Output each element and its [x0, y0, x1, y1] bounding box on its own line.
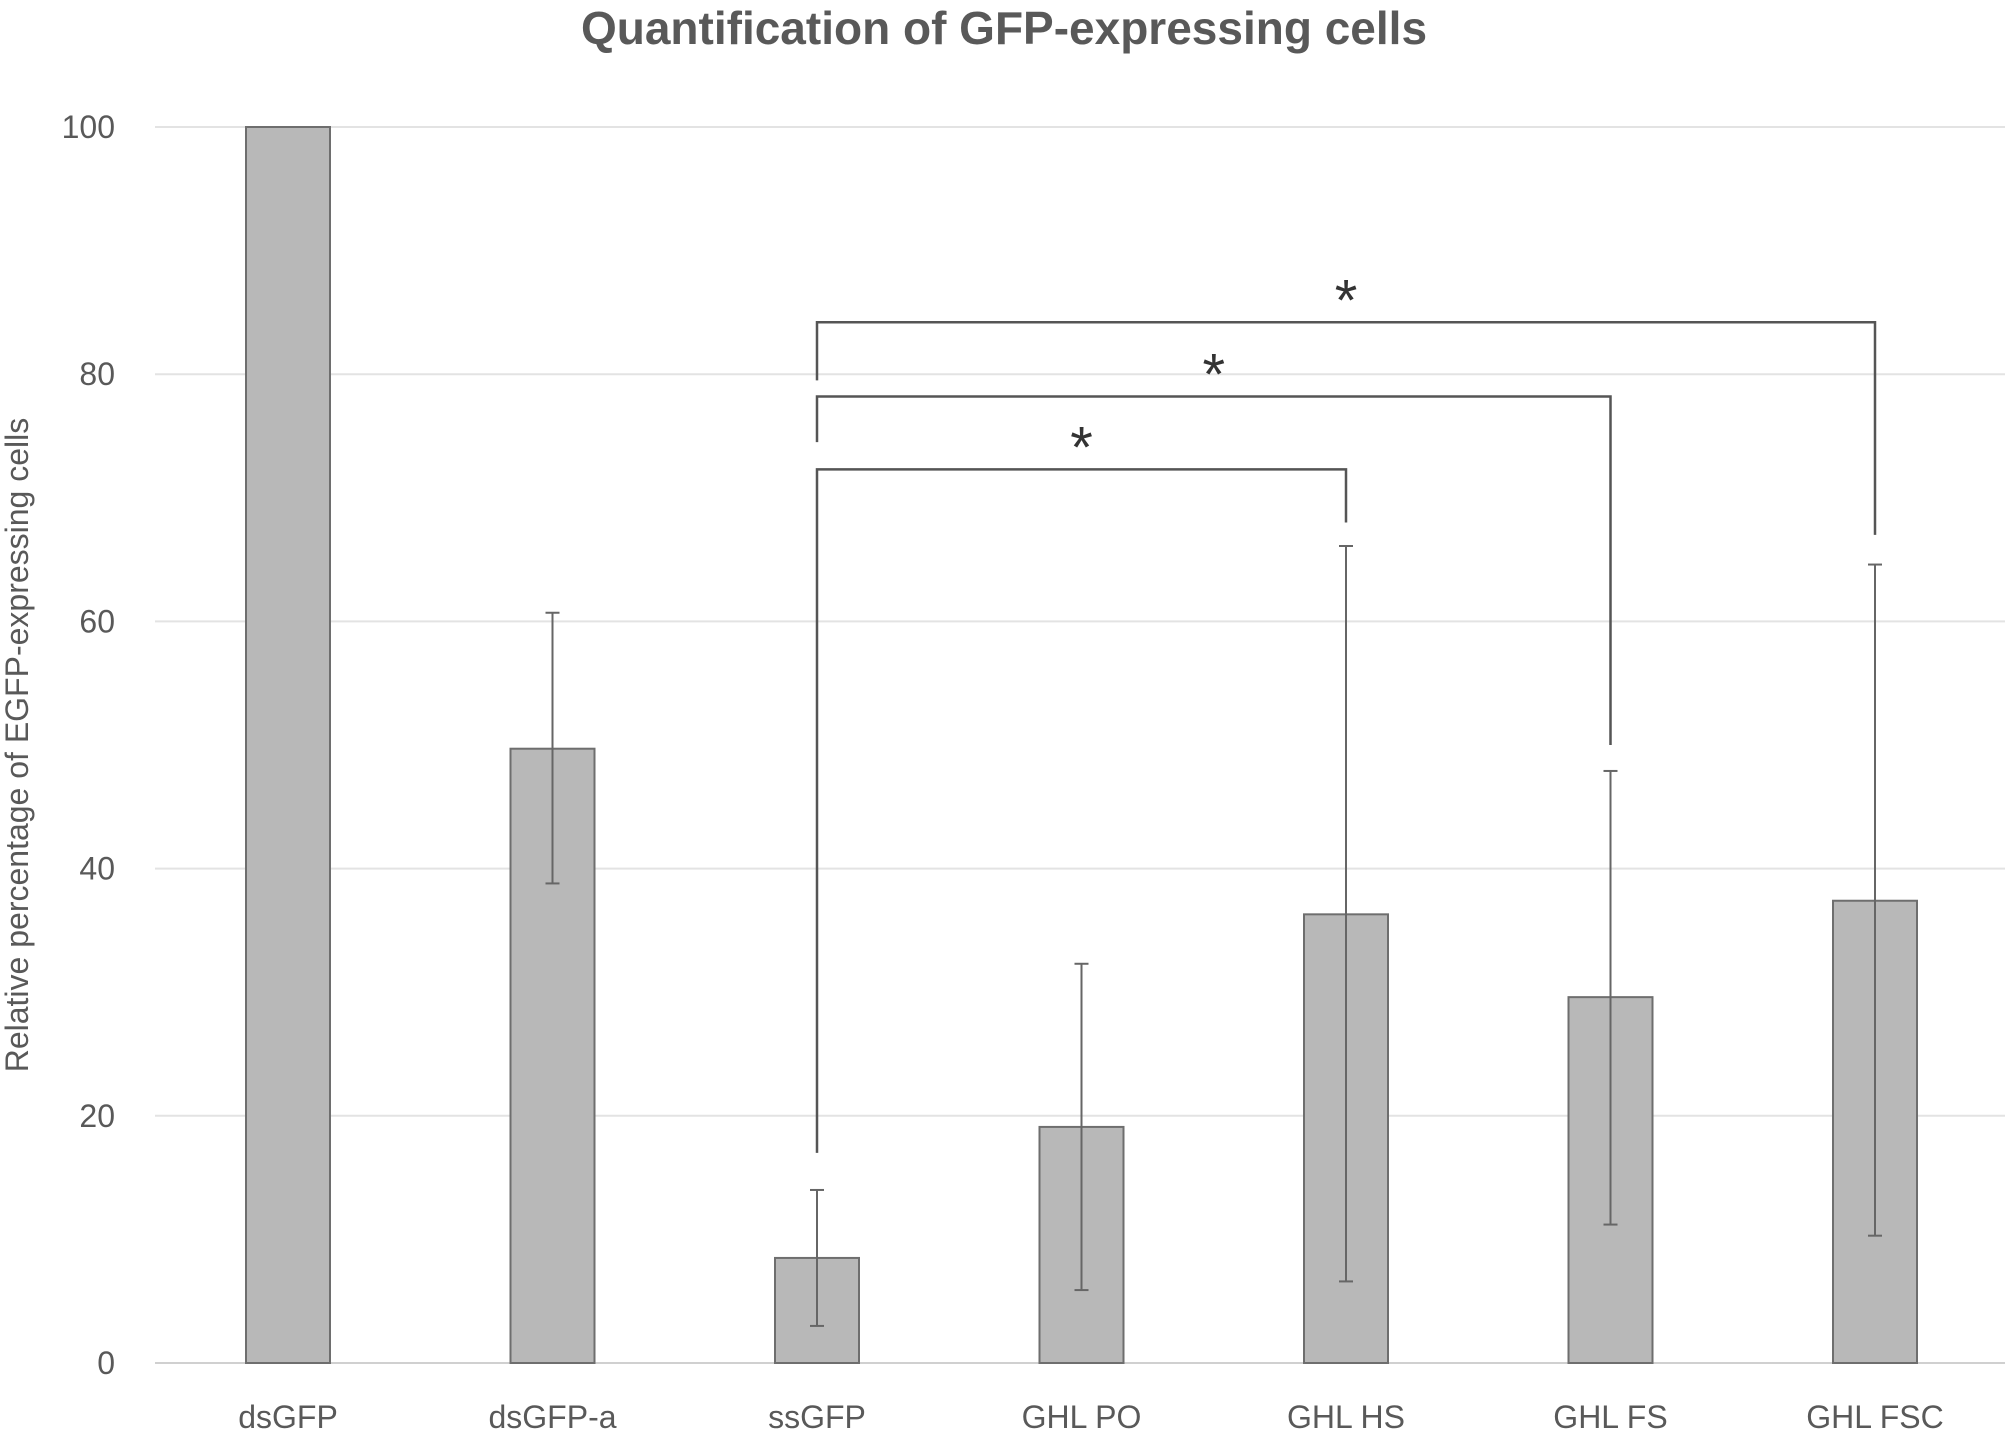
y-tick-label-100: 100: [62, 109, 115, 145]
significance-star-3: *: [1335, 268, 1358, 333]
error-bars: [545, 545, 1882, 1327]
x-tick-label-GHL HS: GHL HS: [1287, 1399, 1405, 1434]
chart-title: Quantification of GFP-expressing cells: [581, 2, 1427, 54]
significance-brackets: * * *: [815, 268, 1877, 1153]
bar-dsGFP: [245, 126, 331, 1364]
significance-bracket-1: [815, 468, 1348, 1153]
x-tick-label-GHL FS: GHL FS: [1553, 1399, 1667, 1434]
x-tick-label-dsGFP: dsGFP: [238, 1399, 338, 1434]
y-tick-label-0: 0: [97, 1345, 115, 1381]
y-tick-label-60: 60: [79, 603, 115, 639]
significance-bracket-2: [815, 395, 1612, 745]
y-tick-label-20: 20: [79, 1098, 115, 1134]
x-tick-label-ssGFP: ssGFP: [768, 1399, 866, 1434]
gridlines: [155, 126, 2005, 1364]
significance-bracket-3: [815, 321, 1877, 535]
x-tick-label-GHL PO: GHL PO: [1022, 1399, 1142, 1434]
y-axis-ticks: 0 20 40 60 80 100: [62, 109, 115, 1381]
significance-star-1: *: [1070, 415, 1093, 480]
y-tick-label-80: 80: [79, 356, 115, 392]
y-tick-label-40: 40: [79, 851, 115, 887]
x-tick-label-dsGFP-a: dsGFP-a: [488, 1399, 616, 1434]
x-axis-ticks: dsGFP dsGFP-a ssGFP GHL PO GHL HS GHL FS GHL F…: [238, 1399, 1944, 1435]
y-axis-label: Relative percentage of EGFP-expressing c…: [0, 418, 35, 1073]
x-tick-label-GHL FSC: GHL FSC: [1806, 1399, 1944, 1434]
significance-star-2: *: [1202, 342, 1225, 407]
